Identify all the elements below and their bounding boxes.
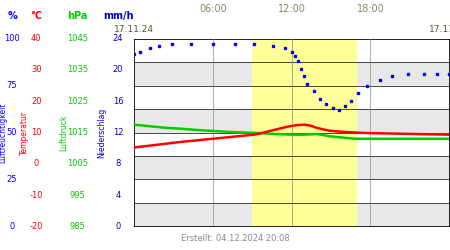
Text: 24: 24 — [113, 34, 123, 43]
Bar — [134, 180, 449, 203]
Text: 50: 50 — [7, 128, 17, 137]
Text: 20: 20 — [31, 97, 41, 106]
Text: 1015: 1015 — [68, 128, 88, 137]
Text: -10: -10 — [29, 190, 43, 200]
Bar — [252, 39, 357, 226]
Text: Luftfeuchtigkeit: Luftfeuchtigkeit — [0, 102, 7, 163]
Text: Niederschlag: Niederschlag — [97, 108, 106, 158]
Text: 18:00: 18:00 — [356, 4, 384, 14]
Text: 17.11.24: 17.11.24 — [429, 24, 450, 34]
Text: Erstellt: 04.12.2024 20:08: Erstellt: 04.12.2024 20:08 — [180, 234, 289, 242]
Text: °C: °C — [30, 11, 42, 21]
Text: 4: 4 — [115, 190, 121, 200]
Text: %: % — [7, 11, 17, 21]
Text: 985: 985 — [70, 222, 86, 231]
Text: 100: 100 — [4, 34, 20, 43]
Text: 25: 25 — [7, 175, 17, 184]
Text: 12:00: 12:00 — [278, 4, 306, 14]
Text: 0: 0 — [115, 222, 121, 231]
Text: -20: -20 — [29, 222, 43, 231]
Text: 06:00: 06:00 — [199, 4, 227, 14]
Text: Temperatur: Temperatur — [20, 110, 29, 154]
Bar — [134, 156, 449, 180]
Text: Luftdruck: Luftdruck — [59, 114, 68, 151]
Text: 8: 8 — [115, 159, 121, 168]
Text: 1025: 1025 — [68, 97, 88, 106]
Text: mm/h: mm/h — [103, 11, 133, 21]
Text: 16: 16 — [112, 97, 123, 106]
Text: 1035: 1035 — [67, 66, 88, 74]
Text: 1045: 1045 — [68, 34, 88, 43]
Text: 1005: 1005 — [68, 159, 88, 168]
Text: 0: 0 — [34, 159, 39, 168]
Text: 12: 12 — [113, 128, 123, 137]
Bar — [134, 39, 449, 62]
Text: hPa: hPa — [68, 11, 88, 21]
Text: 20: 20 — [113, 66, 123, 74]
Text: 0: 0 — [9, 222, 15, 231]
Bar — [134, 62, 449, 86]
Bar — [134, 132, 449, 156]
Text: 75: 75 — [7, 81, 18, 90]
Bar — [134, 109, 449, 132]
Text: 40: 40 — [31, 34, 41, 43]
Text: 995: 995 — [70, 190, 86, 200]
Text: 17.11.24: 17.11.24 — [114, 24, 154, 34]
Text: 30: 30 — [31, 66, 41, 74]
Bar — [134, 203, 449, 226]
Text: 10: 10 — [31, 128, 41, 137]
Bar — [134, 86, 449, 109]
